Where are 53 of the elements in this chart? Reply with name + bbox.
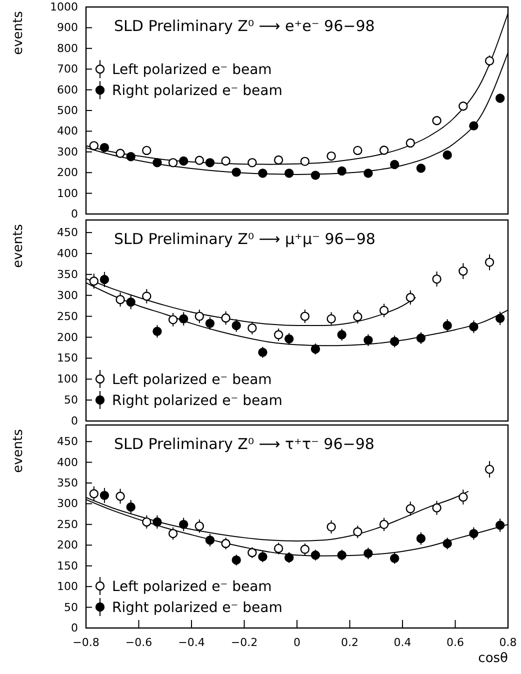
y-tick-label: 300 (57, 145, 78, 158)
text: SLD Preliminary Z⁰ ⟶ τ⁺τ⁻ 96−98 (114, 435, 374, 453)
legend-label: Left polarized e⁻ beam (112, 62, 272, 78)
y-tick-label: 200 (57, 166, 78, 180)
x-tick-label: −0.4 (178, 636, 205, 649)
y-tick-label: 200 (57, 330, 78, 344)
y-tick-label: 150 (57, 352, 78, 365)
y-tick-label: 0 (71, 414, 78, 428)
y-tick-label: 200 (57, 538, 78, 552)
legend-label: Left polarized e⁻ beam (112, 372, 272, 388)
y-tick-label: 400 (57, 456, 78, 469)
legend-label: Right polarized e⁻ beam (112, 83, 282, 100)
y-tick-label: 250 (57, 310, 78, 323)
y-axis-title: events (11, 224, 26, 268)
y-tick-label: 700 (57, 62, 78, 76)
y-tick-label: 100 (57, 580, 78, 594)
y-tick-label: 300 (57, 497, 78, 510)
x-tick-label: 0.6 (446, 636, 464, 649)
text: SLD Preliminary Z⁰ ⟶ μ⁺μ⁻ 96−98 (114, 230, 376, 248)
y-tick-label: 50 (64, 394, 78, 407)
x-tick-label: −0.2 (230, 636, 258, 649)
y-tick-label: 250 (57, 518, 78, 531)
y-tick-label: 900 (57, 21, 78, 34)
y-tick-label: 800 (57, 42, 78, 55)
y-tick-label: 400 (57, 124, 78, 138)
y-tick-label: 350 (57, 476, 78, 490)
y-tick-label: 300 (57, 288, 78, 302)
y-axis-title: events (11, 428, 26, 473)
y-tick-label: 50 (64, 600, 78, 614)
legend-label: Left polarized e⁻ beam (112, 579, 272, 595)
y-tick-label: 400 (57, 247, 78, 260)
x-tick-label: 0.8 (499, 636, 517, 649)
y-tick-label: 450 (57, 435, 78, 448)
x-tick-label: 0 (294, 636, 300, 649)
x-axis-title: cosθ (478, 651, 508, 666)
x-tick-label: −0.6 (125, 636, 152, 649)
y-tick-label: 450 (57, 226, 78, 240)
y-tick-label: 100 (57, 372, 78, 386)
legend-label: Right polarized e⁻ beam (112, 393, 282, 409)
legend-label: Right polarized e⁻ beam (112, 600, 282, 616)
text: SLD Preliminary Z⁰ ⟶ e⁺e⁻ 96−98 (114, 17, 375, 35)
y-tick-label: 350 (57, 268, 78, 281)
y-tick-label: 1000 (50, 0, 78, 14)
y-tick-label: 500 (57, 104, 78, 118)
y-tick-label: 600 (57, 83, 78, 96)
y-tick-label: 100 (57, 186, 78, 200)
y-tick-label: 0 (71, 622, 78, 635)
y-tick-label: 150 (57, 559, 78, 572)
x-tick-label: 0.2 (341, 636, 358, 649)
y-axis-title: events (11, 10, 26, 55)
x-tick-label: 0.4 (394, 636, 412, 649)
x-tick-label: −0.8 (72, 636, 100, 649)
y-tick-label: 0 (71, 208, 78, 221)
